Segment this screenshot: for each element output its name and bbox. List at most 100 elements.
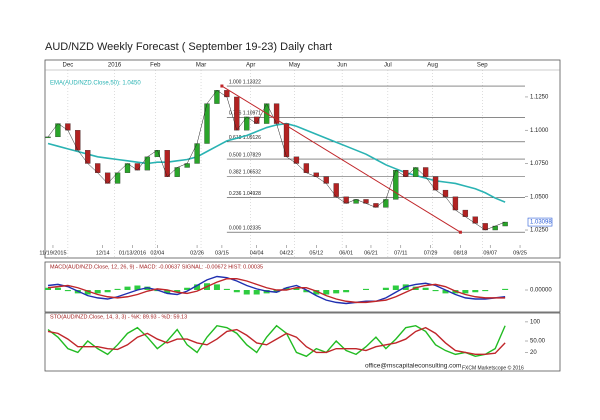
macd-line [47, 275, 506, 305]
histogram-bar [184, 287, 191, 290]
histogram-bar [422, 287, 429, 290]
stochastic-line [47, 326, 506, 356]
histogram-bar [392, 285, 399, 290]
credit-annotation: FXCM Marketscope © 2016 [462, 364, 524, 371]
x-tick-label: 02/04 [150, 250, 164, 256]
x-tick-label: 01/13/2016 [119, 250, 147, 256]
histogram-bar [323, 290, 330, 295]
x-tick-label: 09/07 [483, 250, 497, 256]
histogram-bar [343, 290, 350, 293]
histogram-bar [303, 290, 310, 293]
x-tick-label: 04/04 [250, 250, 264, 256]
last-price-box [527, 217, 553, 227]
histogram-bar [64, 290, 71, 292]
histogram-bar [134, 285, 141, 290]
month-label: Jun [337, 63, 347, 69]
fib-label: 1.000 1.13322 [229, 79, 261, 85]
x-tick-label: 08/18 [454, 250, 468, 256]
x-tick-label: 05/12 [309, 250, 323, 256]
month-label: 2016 [108, 63, 122, 69]
histogram-bar [194, 284, 201, 290]
y-tick-label: 1.0250 [530, 228, 549, 234]
histogram-bar [94, 290, 101, 294]
macd-line [47, 278, 506, 304]
histogram-bar [104, 290, 111, 293]
histogram-bar [164, 290, 171, 294]
chart-title: AUD/NZD Weekly Forecast ( September 19-2… [45, 41, 332, 53]
stochastic-panel [44, 312, 561, 372]
histogram-bar [213, 284, 220, 290]
histogram-bar [462, 290, 469, 294]
fib-label: 0.236 1.04928 [229, 191, 261, 197]
y-tick-label: 0.00000 [530, 288, 552, 294]
histogram-bar [472, 290, 479, 293]
month-label: Feb [150, 63, 161, 69]
month-label: Sep [477, 63, 488, 69]
histogram-bar [124, 286, 131, 290]
histogram-bar [442, 290, 449, 294]
month-label: Mar [196, 63, 206, 69]
histogram-bar [313, 290, 320, 295]
histogram-bar [363, 288, 369, 290]
x-tick-label: 04/22 [280, 250, 294, 256]
last-price-label: 1.03098 [530, 220, 552, 226]
fib-label: 0.500 1.07829 [229, 152, 261, 158]
candle [45, 136, 51, 139]
y-tick-label: 1.1000 [530, 128, 549, 134]
histogram-bar [502, 288, 509, 290]
y-tick-label: 1.0500 [530, 194, 549, 200]
ema-legend: EMA(AUD/NZD.Close,50): 1.0450 [50, 81, 141, 87]
fib-label: 0.000 1.02335 [229, 226, 261, 232]
histogram-bar [45, 287, 51, 290]
stochastic-label: STO(AUD/NZD.Close, 14, 3, 3) - %K: 89.93… [50, 314, 187, 320]
fib-label: 0.382 1.06532 [229, 170, 261, 176]
month-label: Jul [384, 63, 392, 69]
histogram-bar [253, 290, 260, 295]
month-label: Dec [63, 63, 74, 69]
stochastic-line [47, 324, 506, 358]
histogram-bar [293, 287, 300, 290]
email-annotation: office@mscapitaleconsulting.com [365, 363, 461, 370]
histogram-bar [283, 287, 290, 290]
y-tick-label: 1.0750 [530, 161, 549, 167]
price-line [47, 89, 506, 231]
price-panel [44, 59, 561, 259]
histogram-bar [114, 288, 121, 290]
fib-label: 0.786 1.10971 [229, 111, 261, 117]
month-label: May [289, 63, 300, 69]
x-tick-label: 06/01 [339, 250, 353, 256]
trend-line [221, 85, 461, 233]
histogram-bar [273, 290, 280, 293]
histogram-bar [223, 288, 230, 290]
x-tick-label: 06/21 [364, 250, 378, 256]
histogram-bar [174, 290, 181, 293]
candle [204, 103, 210, 144]
histogram-bar [233, 290, 240, 293]
histogram-bar [54, 287, 61, 290]
trend-point [458, 230, 462, 234]
y-tick-label: 50.00 [530, 339, 546, 345]
histogram-bar [432, 290, 439, 292]
x-tick-label: 11/19/2015 [39, 250, 66, 256]
fib-label: 0.618 1.09126 [229, 135, 261, 141]
trend-point [220, 84, 224, 88]
x-tick-label: 02/26 [190, 250, 204, 256]
x-tick-label: 07/11 [394, 250, 407, 256]
histogram-bar [382, 287, 389, 290]
macd-panel [44, 261, 561, 313]
ema-line [47, 122, 506, 203]
histogram-bar [482, 290, 489, 292]
y-tick-label: 100 [530, 319, 541, 325]
x-tick-label: 03/15 [215, 250, 229, 256]
x-tick-label: 09/25 [513, 250, 527, 256]
y-tick-label: 1.1250 [530, 95, 549, 101]
x-tick-label: 12/14 [96, 250, 110, 256]
month-label: Apr [246, 63, 255, 69]
macd-label: MACD(AUD/NZD.Close, 12, 26, 9) - MACD: -… [50, 264, 263, 270]
x-tick-label: 07/29 [424, 250, 438, 256]
y-tick-label: 20 [530, 350, 537, 356]
month-label: Aug [427, 63, 438, 69]
histogram-bar [243, 290, 250, 295]
histogram-bar [84, 290, 91, 295]
